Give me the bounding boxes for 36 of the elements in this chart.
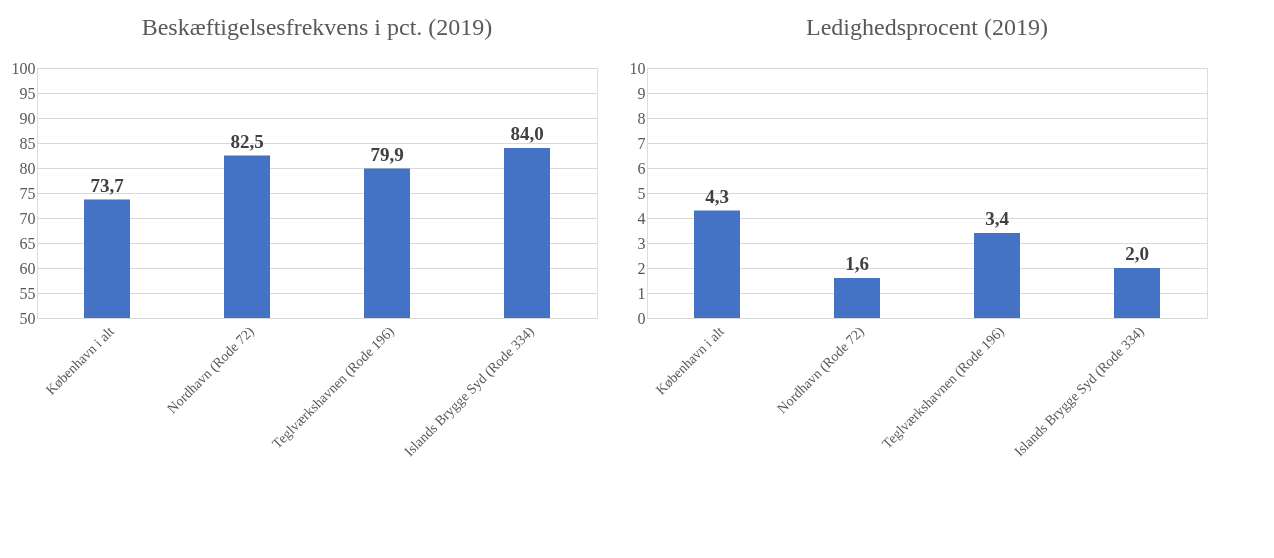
y-tick-label: 5 — [637, 184, 646, 202]
y-tick-label: 4 — [637, 209, 646, 227]
data-label: 3,4 — [985, 208, 1010, 229]
y-tick-label: 6 — [637, 159, 646, 177]
y-tick-label: 60 — [19, 259, 36, 277]
data-label: 1,6 — [845, 253, 869, 274]
y-tick-label: 65 — [19, 234, 36, 252]
y-tick-label: 75 — [19, 184, 36, 202]
y-tick-label: 95 — [19, 84, 36, 102]
y-tick-label: 8 — [637, 109, 646, 127]
y-tick-label: 7 — [637, 134, 646, 152]
y-tick-label: 2 — [637, 259, 646, 277]
data-label: 73,7 — [90, 174, 125, 196]
bar — [1114, 268, 1160, 318]
bar — [694, 210, 740, 318]
y-tick-label: 80 — [19, 159, 36, 177]
chart-title: Beskæftigelsesfrekvens i pct. (2019) — [141, 14, 493, 40]
chart-title: Ledighedsprocent (2019) — [806, 14, 1048, 40]
data-label: 4,3 — [705, 185, 729, 207]
data-label: 79,9 — [370, 143, 404, 165]
data-label: 82,5 — [230, 130, 264, 152]
y-tick-label: 85 — [19, 134, 36, 152]
bar — [974, 233, 1020, 318]
data-label: 2,0 — [1125, 243, 1149, 264]
y-tick-label: 3 — [637, 234, 646, 252]
y-tick-label: 90 — [19, 109, 36, 127]
y-tick-label: 9 — [637, 84, 646, 102]
y-tick-label: 100 — [11, 59, 36, 77]
y-tick-label: 55 — [19, 284, 36, 302]
data-label: 84,0 — [510, 123, 544, 144]
bar — [834, 278, 880, 318]
y-tick-label: 50 — [19, 309, 36, 327]
y-tick-label: 0 — [637, 309, 646, 327]
y-tick-label: 10 — [629, 59, 646, 77]
y-tick-label: 1 — [637, 284, 646, 302]
y-tick-label: 70 — [19, 209, 36, 227]
